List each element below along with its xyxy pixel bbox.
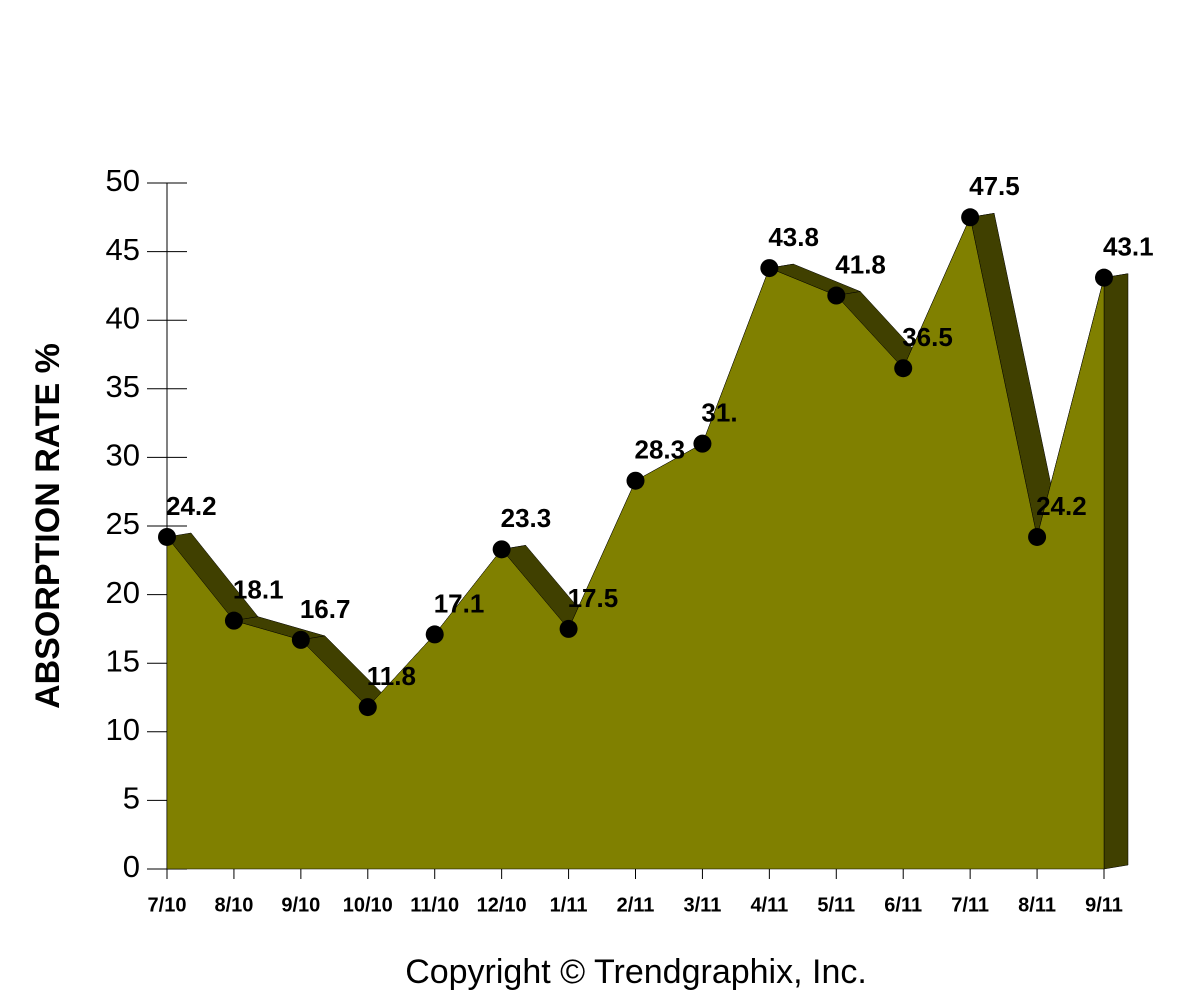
marker bbox=[158, 527, 176, 546]
y-tick-label: 30 bbox=[106, 438, 140, 473]
value-label: 11.8 bbox=[367, 661, 416, 691]
value-label: 16.7 bbox=[300, 594, 351, 624]
value-label: 24.2 bbox=[1036, 491, 1087, 521]
y-tick-label: 5 bbox=[123, 781, 140, 816]
side-panel bbox=[1103, 273, 1129, 870]
marker bbox=[1095, 268, 1113, 287]
y-axis-label: ABSORPTION RATE % bbox=[29, 343, 67, 709]
marker bbox=[358, 698, 377, 717]
y-tick-label: 0 bbox=[123, 849, 140, 884]
x-tick-label: 1/11 bbox=[550, 894, 588, 916]
x-tick-label: 8/10 bbox=[214, 894, 253, 916]
y-tick-label: 45 bbox=[106, 232, 140, 267]
x-tick-label: 4/11 bbox=[750, 894, 788, 916]
marker bbox=[224, 611, 243, 630]
x-tick-label: 6/11 bbox=[884, 894, 922, 916]
value-label: 17.5 bbox=[568, 583, 619, 613]
value-label: 36.5 bbox=[902, 322, 953, 352]
value-label: 17.1 bbox=[434, 588, 485, 618]
marker bbox=[961, 208, 980, 227]
x-tick-label: 10/10 bbox=[343, 894, 393, 916]
marker bbox=[425, 625, 444, 644]
y-tick-label: 10 bbox=[106, 712, 140, 747]
value-label: 31. bbox=[701, 398, 737, 428]
value-label: 41.8 bbox=[835, 249, 886, 279]
marker bbox=[827, 286, 846, 305]
value-label: 18.1 bbox=[233, 575, 284, 605]
value-label: 43.1 bbox=[1103, 232, 1154, 262]
x-tick-label: 7/11 bbox=[951, 894, 989, 916]
y-tick-label: 50 bbox=[106, 163, 140, 198]
y-tick-label: 35 bbox=[106, 369, 140, 404]
value-label: 43.8 bbox=[768, 222, 819, 252]
x-tick-label: 5/11 bbox=[817, 894, 855, 916]
marker bbox=[894, 359, 913, 378]
caption: Copyright © Trendgraphix, Inc. bbox=[405, 953, 867, 991]
x-tick-label: 8/11 bbox=[1018, 894, 1056, 916]
marker bbox=[1028, 527, 1047, 546]
value-label: 47.5 bbox=[969, 171, 1020, 201]
marker bbox=[760, 259, 779, 278]
marker bbox=[559, 619, 578, 638]
y-tick-label: 20 bbox=[106, 575, 140, 610]
x-tick-label: 11/10 bbox=[410, 894, 459, 916]
x-tick-label: 9/11 bbox=[1085, 894, 1123, 916]
y-tick-label: 25 bbox=[106, 506, 140, 541]
value-label: 28.3 bbox=[635, 435, 686, 465]
marker bbox=[626, 471, 645, 490]
marker bbox=[492, 540, 511, 559]
value-label: 23.3 bbox=[501, 503, 552, 533]
marker bbox=[291, 630, 310, 649]
y-tick-label: 40 bbox=[106, 300, 140, 335]
value-label: 24.2 bbox=[166, 491, 217, 521]
y-tick-label: 15 bbox=[106, 643, 140, 678]
x-tick-label: 2/11 bbox=[617, 894, 655, 916]
x-tick-label: 3/11 bbox=[684, 894, 722, 916]
x-tick-label: 12/10 bbox=[477, 894, 527, 916]
x-tick-label: 9/10 bbox=[281, 894, 320, 916]
x-tick-label: 7/10 bbox=[148, 894, 187, 916]
area bbox=[166, 216, 1105, 870]
marker bbox=[693, 434, 712, 453]
